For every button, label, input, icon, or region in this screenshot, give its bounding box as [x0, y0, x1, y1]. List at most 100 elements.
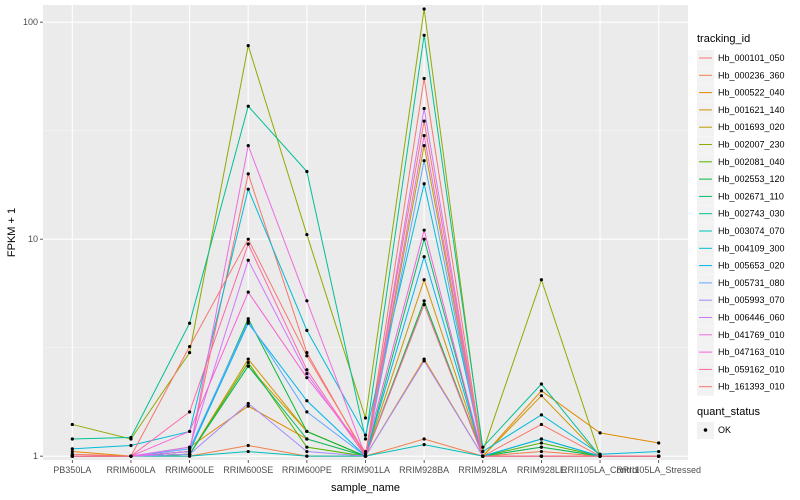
- data-point: [539, 454, 544, 458]
- y-tick-label: 10: [28, 234, 38, 244]
- x-axis-title: sample_name: [331, 482, 400, 494]
- data-point: [187, 429, 192, 434]
- data-point: [246, 317, 250, 321]
- data-point: [481, 454, 485, 458]
- legend-key-point: [703, 428, 708, 432]
- data-point: [187, 344, 192, 349]
- data-point: [422, 159, 426, 163]
- data-point: [246, 258, 250, 262]
- data-point: [305, 232, 309, 237]
- data-point: [657, 454, 661, 458]
- data-point: [246, 172, 250, 176]
- legend-label: Hb_002081_040: [718, 157, 785, 167]
- data-point: [246, 357, 250, 361]
- data-point: [246, 360, 250, 365]
- legend-label: Hb_005653_020: [718, 261, 785, 271]
- data-point: [598, 431, 602, 435]
- legend-label: Hb_001621_140: [718, 105, 785, 115]
- x-tick-label: RRII105LA_Stressed: [616, 465, 701, 475]
- data-point: [305, 299, 309, 303]
- data-point: [422, 119, 426, 123]
- data-point: [305, 437, 309, 441]
- x-tick-label: RRIM928LE: [517, 465, 566, 475]
- data-point: [246, 319, 250, 323]
- data-point: [422, 299, 426, 303]
- data-point: [422, 134, 426, 138]
- legend-title-tracking-id: tracking_id: [697, 33, 750, 45]
- x-tick-label: RRIM600LE: [165, 465, 214, 475]
- data-point: [363, 449, 368, 454]
- data-point: [246, 242, 250, 246]
- data-point: [129, 435, 133, 440]
- data-point: [539, 382, 544, 386]
- data-point: [246, 43, 250, 48]
- data-point: [422, 182, 426, 186]
- data-point: [187, 445, 192, 449]
- data-point: [422, 7, 426, 11]
- x-axis: PB350LA RRIM600LA RRIM600LE RRIM600SE RRIM60…: [53, 460, 701, 475]
- x-tick-label: RRIM600SE: [223, 465, 273, 475]
- data-point: [187, 452, 192, 456]
- data-point: [187, 449, 192, 454]
- legend-label: Hb_004109_300: [718, 243, 785, 253]
- legend-label: Hb_003074_070: [718, 226, 785, 236]
- data-point: [422, 255, 426, 259]
- data-point: [246, 443, 250, 448]
- data-point: [187, 321, 192, 325]
- data-point: [305, 445, 309, 449]
- data-point: [305, 372, 309, 376]
- data-point: [305, 328, 309, 332]
- legend-label: Hb_000522_040: [718, 88, 785, 98]
- data-point: [481, 445, 485, 449]
- data-point: [422, 302, 426, 307]
- data-point: [305, 351, 309, 355]
- data-point: [657, 449, 661, 454]
- legend-label: Hb_161393_010: [718, 382, 785, 392]
- x-tick-label: RRIM600PE: [282, 465, 332, 475]
- legend-label: Hb_002743_030: [718, 209, 785, 219]
- data-point: [187, 410, 192, 414]
- data-point: [539, 413, 544, 417]
- x-tick-label: RRIM600LA: [106, 465, 155, 475]
- data-point: [187, 351, 192, 355]
- data-point: [305, 410, 309, 414]
- data-point: [305, 399, 309, 403]
- data-point: [539, 422, 544, 427]
- data-point: [422, 106, 426, 111]
- legend-quant-status: quant_status OK: [697, 406, 760, 439]
- data-point: [70, 422, 74, 427]
- data-point: [70, 447, 74, 451]
- data-point: [539, 441, 544, 445]
- data-point: [598, 454, 602, 458]
- data-point: [363, 433, 368, 437]
- data-point: [246, 187, 250, 191]
- legend-tracking-id: tracking_id Hb_000101_050 Hb_000236_360 Hb…: [697, 33, 785, 396]
- x-tick-label: RRIM901LA: [341, 465, 390, 475]
- data-point: [539, 445, 544, 449]
- data-point: [70, 449, 74, 454]
- data-point: [481, 449, 485, 454]
- legend-label: Hb_041769_010: [718, 330, 785, 340]
- legend-label: Hb_047163_010: [718, 347, 785, 357]
- data-point: [305, 429, 309, 434]
- y-axis: 1 10 100: [23, 17, 43, 461]
- data-point: [246, 237, 250, 241]
- data-point: [539, 394, 544, 398]
- data-point: [363, 437, 368, 441]
- legend-label: Hb_001693_020: [718, 122, 785, 132]
- data-point: [246, 404, 250, 408]
- data-point: [246, 104, 250, 108]
- data-point: [70, 454, 74, 458]
- data-point: [539, 278, 544, 282]
- x-tick-label: RRIM928LA: [458, 465, 507, 475]
- x-tick-label: RRII105LA_Control: [561, 465, 639, 475]
- data-point: [422, 76, 426, 81]
- data-point: [305, 354, 309, 358]
- legend-label: Hb_006446_060: [718, 313, 785, 323]
- data-point: [246, 449, 250, 454]
- legend-label: Hb_000236_360: [718, 70, 785, 80]
- data-point: [422, 278, 426, 282]
- y-tick-label: 100: [23, 17, 38, 27]
- data-point: [657, 441, 661, 445]
